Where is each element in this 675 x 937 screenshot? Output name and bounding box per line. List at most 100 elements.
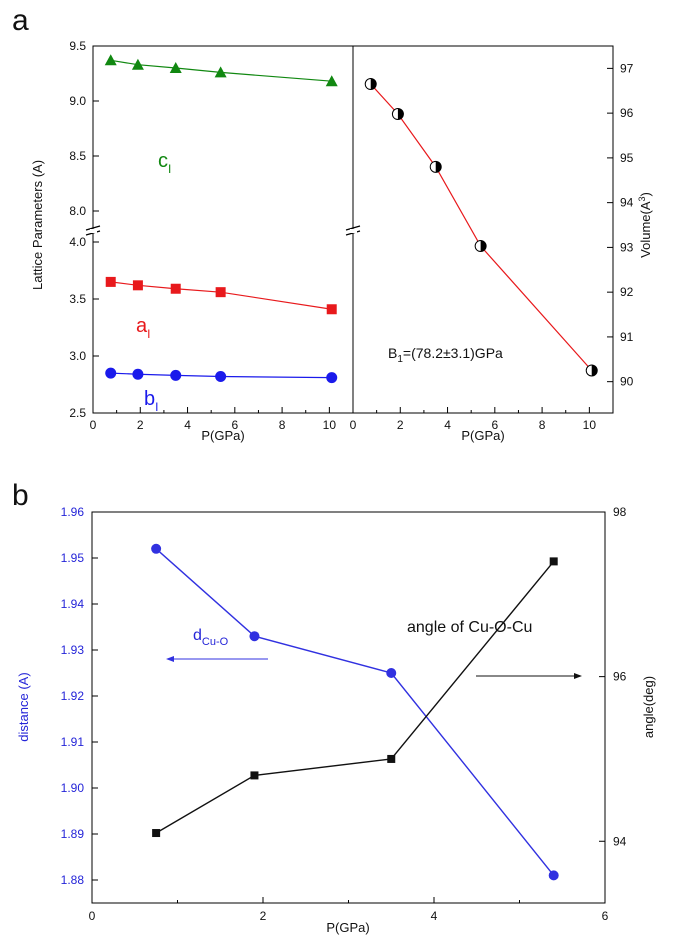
y-tick-label-right: 96 <box>613 670 627 684</box>
data-point-a <box>105 276 116 287</box>
y-tick-label: 91 <box>620 330 634 344</box>
arrowhead-left <box>166 656 174 662</box>
series-lines <box>155 548 555 876</box>
data-point-c <box>104 54 117 66</box>
x-tick-label: 6 <box>491 418 498 432</box>
series-label-a: aI <box>136 315 150 341</box>
data-point-c <box>169 62 182 73</box>
x-axis-label: P(GPa) <box>201 428 244 443</box>
y-tick-label-left: 1.94 <box>61 597 85 611</box>
fit-line-volume <box>370 83 593 371</box>
plot-frame <box>92 45 354 414</box>
marker-half <box>480 240 487 252</box>
y-tick-label-left: 1.93 <box>61 643 85 657</box>
panel-label-b: b <box>12 479 29 512</box>
y-tick-label: 3.5 <box>69 292 86 306</box>
y-tick-label: 4.0 <box>69 235 86 249</box>
y-tick-label-right: 98 <box>613 505 627 519</box>
y-axis-label-right: angle(deg) <box>641 676 656 738</box>
axis-break-gap-left <box>90 229 97 233</box>
series-line-distance <box>155 548 555 876</box>
bulk-modulus-annotation: B1=(78.2±3.1)GPa <box>388 345 503 365</box>
x-tick-label: 2 <box>397 418 404 432</box>
y-tick-label: 94 <box>620 196 634 210</box>
x-tick-label: 4 <box>184 418 191 432</box>
x-tick-label: 6 <box>231 418 238 432</box>
y-tick-label: 97 <box>620 61 634 75</box>
data-point-volume <box>364 78 377 91</box>
x-tick-label: 0 <box>90 418 97 432</box>
marker-half <box>370 78 377 90</box>
axis-ticks: 0 2 4 6 8 10 90 91 92 93 94 95 96 97 <box>350 61 634 432</box>
fit-lines <box>370 83 593 371</box>
x-tick-label: 10 <box>583 418 597 432</box>
y-tick-label: 2.5 <box>69 406 86 420</box>
data-point-volume <box>585 364 598 377</box>
y-axis-label: Lattice Parameters (A) <box>30 160 45 290</box>
data-point-distance <box>548 870 559 881</box>
data-point-a <box>215 287 226 298</box>
y-tick-label-left: 1.92 <box>61 689 85 703</box>
panel-label-a: a <box>12 4 29 37</box>
data-point-volume <box>474 240 487 253</box>
data-point-distance <box>386 668 397 678</box>
y-tick-label-left: 1.95 <box>61 551 85 565</box>
data-markers <box>364 78 598 377</box>
data-point-volume <box>429 160 442 173</box>
data-markers <box>104 54 338 384</box>
axis-break-gap-middle <box>350 229 357 233</box>
x-tick-label: 8 <box>539 418 546 432</box>
y-tick-label: 9.0 <box>69 94 86 108</box>
axis-ticks: 0 2 4 6 1.88 1.89 1.90 1.91 1.92 1.93 1.94 1.95 1.96… <box>61 505 627 923</box>
marker-half <box>591 364 598 376</box>
x-tick-label: 2 <box>137 418 144 432</box>
data-point-b <box>215 371 227 383</box>
y-tick-label: 93 <box>620 240 634 254</box>
x-tick-label: 10 <box>323 418 337 432</box>
x-tick-label: 0 <box>89 909 96 923</box>
y-tick-label-left: 1.88 <box>61 873 85 887</box>
y-tick-label-left: 1.91 <box>61 735 85 749</box>
arrowhead-right <box>574 673 582 679</box>
y-axis-label: Volume(A3) <box>637 192 653 258</box>
x-tick-label: 4 <box>431 909 438 923</box>
marker-half <box>397 108 404 120</box>
data-point-c <box>131 58 144 70</box>
x-axis-label: P(GPa) <box>326 920 369 935</box>
panel-a-lattice-chart: 0 2 4 6 8 10 2.5 3.0 3.5 4.0 8.0 8.5 9.0 9.5 P(GPa) L… <box>30 39 354 443</box>
series-label-c: cI <box>158 150 171 176</box>
y-tick-label: 3.0 <box>69 349 86 363</box>
y-tick-label-left: 1.89 <box>61 827 85 841</box>
data-point-b <box>132 368 144 380</box>
data-point-distance <box>249 631 260 642</box>
y-tick-label: 96 <box>620 106 634 120</box>
data-point-angle <box>387 754 396 763</box>
data-point-angle <box>250 771 259 780</box>
data-point-volume <box>391 108 404 121</box>
x-tick-label: 0 <box>350 418 357 432</box>
y-tick-label: 90 <box>620 375 634 389</box>
x-tick-label: 8 <box>279 418 286 432</box>
y-tick-label-left: 1.96 <box>61 505 85 519</box>
data-point-a <box>326 304 337 315</box>
series-label-angle: angle of Cu-O-Cu <box>407 619 532 636</box>
series-label-d-cu-o: dCu-O <box>193 627 229 648</box>
panel-a-volume-chart: 0 2 4 6 8 10 90 91 92 93 94 95 96 97 P(GPa) Volume(A3… <box>345 45 653 443</box>
panel-b-distance-angle-chart: 0 2 4 6 1.88 1.89 1.90 1.91 1.92 1.93 1.94 1.95 1.96… <box>16 505 656 935</box>
series-label-b: bI <box>144 388 158 414</box>
y-tick-label: 92 <box>620 285 634 299</box>
x-axis-label: P(GPa) <box>461 428 504 443</box>
data-point-b <box>105 367 117 379</box>
data-point-angle <box>152 829 161 838</box>
y-tick-label: 8.5 <box>69 149 86 163</box>
data-markers <box>151 543 559 881</box>
data-point-angle <box>549 557 558 566</box>
y-tick-label: 95 <box>620 151 634 165</box>
y-axis-label-left: distance (A) <box>16 672 31 741</box>
y-tick-label-right: 94 <box>613 834 627 848</box>
marker-half <box>435 161 442 173</box>
y-tick-label: 8.0 <box>69 204 86 218</box>
axis-ticks: 0 2 4 6 8 10 2.5 3.0 3.5 4.0 8.0 8.5 9.0 9.5 <box>69 39 336 432</box>
x-tick-label: 6 <box>602 909 609 923</box>
